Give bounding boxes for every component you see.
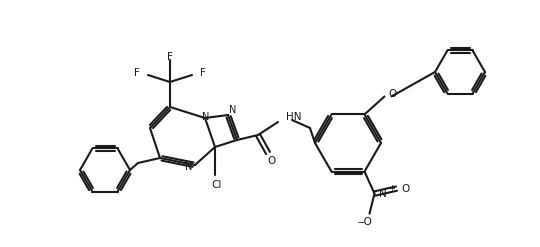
- Text: +: +: [388, 184, 395, 193]
- Text: HN: HN: [286, 112, 301, 122]
- Text: F: F: [167, 52, 173, 62]
- Text: O: O: [388, 89, 397, 100]
- Text: Cl: Cl: [212, 180, 222, 190]
- Text: O: O: [267, 156, 275, 166]
- Text: ‒O: ‒O: [357, 217, 372, 226]
- Text: N: N: [202, 112, 210, 122]
- Text: N: N: [380, 188, 387, 199]
- Text: F: F: [200, 68, 206, 78]
- Text: F: F: [134, 68, 140, 78]
- Text: N: N: [230, 105, 237, 115]
- Text: O: O: [402, 184, 410, 194]
- Text: N: N: [185, 162, 193, 172]
